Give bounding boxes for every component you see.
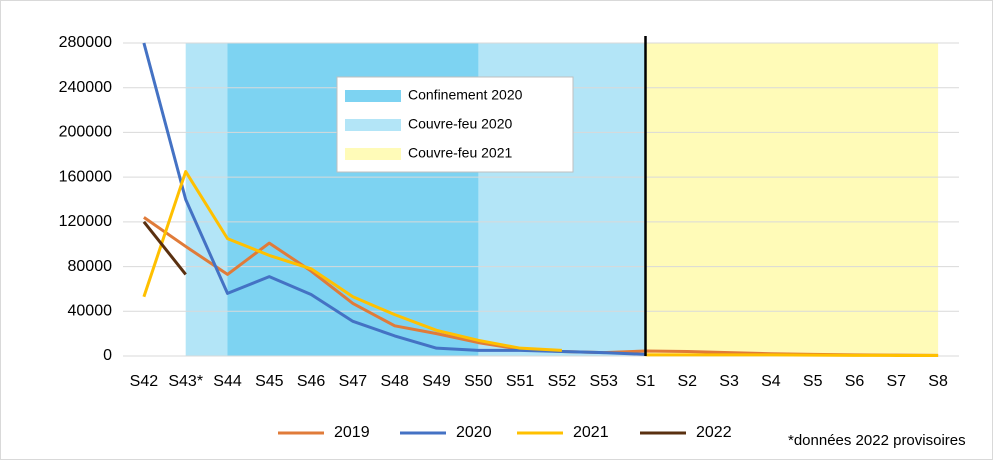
x-tick-label: S8 [928,373,948,390]
band-legend-label: Couvre-feu 2021 [408,145,513,161]
grid: 0 40000 80000 120000 160000 200000 240000 28000… [59,34,959,390]
note: *données 2022 provisoires [788,432,966,449]
x-tick-label: S50 [464,373,493,390]
band-legend-label: Couvre-feu 2020 [408,116,513,132]
band-legend-label: Confinement 2020 [408,87,523,103]
x-tick-label: S2 [678,373,698,390]
x-tick-label: S47 [339,373,368,390]
series-line [142,170,939,357]
x-tick-label: S4 [761,373,781,390]
x-tick-label: S7 [887,373,907,390]
x-tick-label: S1 [636,373,656,390]
x-tick-label: S48 [380,373,409,390]
misc: Confinement 2020 Couvre-feu 2020 Couvre-fe… [278,36,732,441]
lines [142,42,939,357]
band-legend-swatch [345,90,401,102]
y-tick-label: 280000 [59,34,112,51]
x-tick-label: S42 [130,373,159,390]
x-tick-label: S45 [255,373,284,390]
y-tick-label: 200000 [59,124,112,141]
y-tick-label: 240000 [59,79,112,96]
y-tick-label: 160000 [59,168,112,185]
x-tick-label: S53 [589,373,618,390]
band-legend-swatch [345,119,401,131]
y-tick-label: 40000 [68,303,113,320]
x-tick-label: S3 [719,373,739,390]
y-tick-label: 0 [103,347,112,364]
x-tick-label: S51 [506,373,535,390]
y-tick-label: 120000 [59,213,112,230]
x-tick-label: S49 [422,373,451,390]
y-tick-label: 80000 [68,258,113,275]
x-tick-label: S44 [213,373,242,390]
shaded-band [645,43,939,356]
legend-label: 2021 [573,424,609,441]
legend-label: 2019 [334,424,370,441]
legend-label: 2022 [696,424,732,441]
x-tick-label: S46 [297,373,326,390]
band-legend-swatch [345,148,401,160]
legend-label: 2020 [456,424,492,441]
x-tick-label: S5 [803,373,823,390]
x-tick-label: S43* [168,373,203,390]
series-line [142,220,187,276]
series-line [142,42,646,356]
x-tick-label: S6 [845,373,865,390]
x-tick-label: S52 [548,373,577,390]
